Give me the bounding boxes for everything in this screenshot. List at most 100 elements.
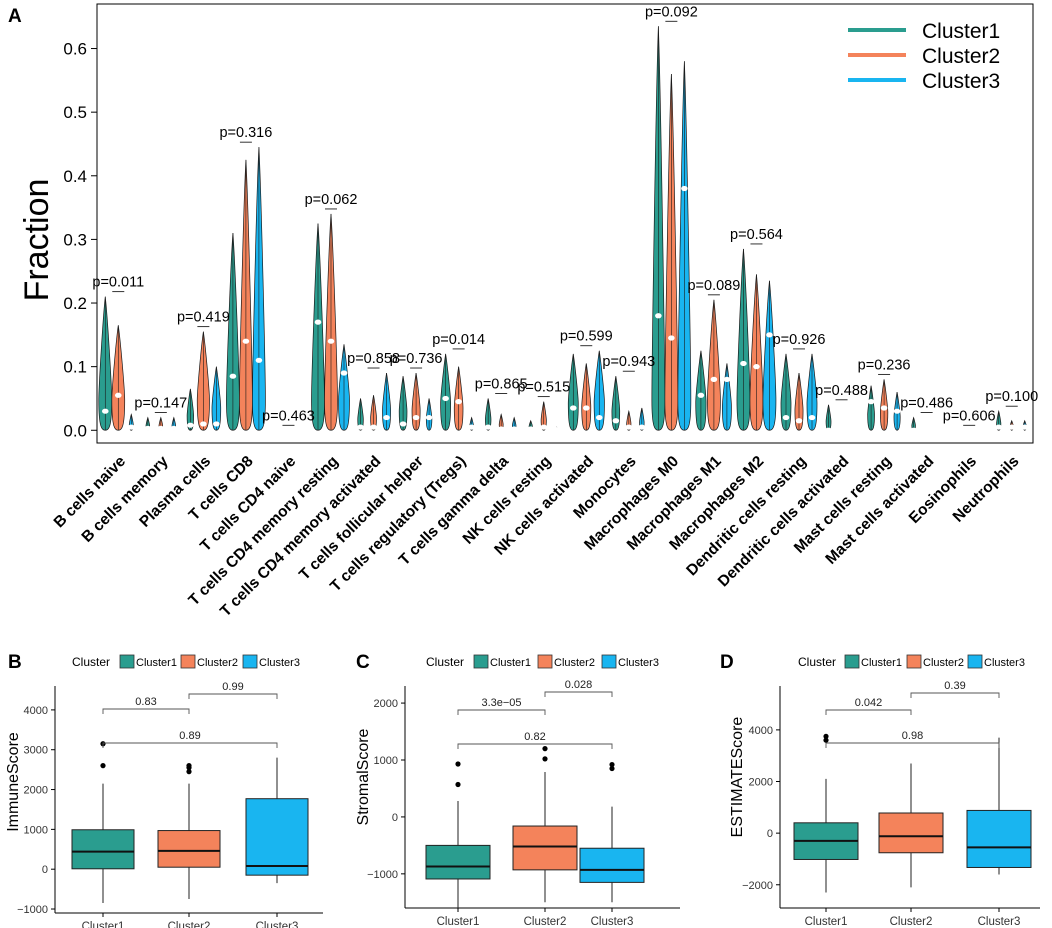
estimatescore-comparison-bracket-1-2 — [825, 709, 912, 715]
immunescore-y-tick-label: 2000 — [24, 785, 48, 797]
violin-pvalue-labels: p=0.011 p=0.147 p=0.419 p=0.316 p=0.463 p=0.0… — [92, 4, 1038, 426]
stromalscore-comparison-pvalue-2-3: 0.028 — [565, 679, 593, 691]
violin-legend: Cluster1 Cluster2 Cluster3 — [848, 20, 1000, 93]
violin-median-plasma-cells-cluster1 — [187, 422, 194, 428]
pvalue-macrophages-m1: p=0.089 — [687, 278, 740, 294]
estimatescore-x-tick-label-cluster2: Cluster2 — [890, 916, 933, 928]
estimatescore-y-tick-label: 0 — [767, 828, 773, 840]
immunescore-legend-title: Cluster — [72, 655, 110, 669]
violin-median-eosinophils-cluster2 — [965, 427, 973, 433]
estimatescore-x-tick-label-cluster1: Cluster1 — [805, 916, 848, 928]
violin-y-tick-label: 0.2 — [63, 294, 87, 313]
pvalue-dendritic-cells-resting: p=0.926 — [773, 332, 826, 348]
stromalscore-y-tick-label: 0 — [392, 812, 398, 824]
violin-median-b-cells-memory-cluster1 — [144, 425, 152, 431]
panel-label-d: D — [720, 652, 734, 673]
violin-median-mast-cells-activated-cluster1 — [910, 427, 917, 433]
violin-median-t-cells-cd4-naive-cluster2 — [285, 427, 292, 433]
stromalscore-box-cluster3 — [579, 847, 645, 883]
violin-median-t-cells-regulatory-tregs-cluster3 — [468, 424, 475, 430]
violin-median-macrophages-m0-cluster2 — [668, 335, 675, 341]
violin-median-macrophages-m2-cluster2 — [753, 364, 760, 370]
violin-median-mast-cells-activated-cluster3 — [936, 427, 943, 433]
legend-swatch-cluster1 — [844, 654, 860, 669]
violin-median-macrophages-m2-cluster1 — [740, 360, 747, 367]
violin-median-neutrophils-cluster2 — [1008, 424, 1016, 430]
violin-median-t-cells-cd4-memory-resting-cluster2 — [327, 338, 335, 344]
estimatescore-boxplot: ESTIMATEScore Cluster Cluster1 Cluster2 … — [729, 654, 1040, 928]
violin-median-nk-cells-activated-cluster3 — [595, 414, 603, 421]
estimatescore-legend-title: Cluster — [798, 655, 836, 669]
violin-median-nk-cells-resting-cluster1 — [527, 426, 535, 432]
estimatescore-comparison-pvalue-1-2: 0.042 — [855, 697, 883, 709]
legend-label-cluster3: Cluster3 — [618, 657, 659, 669]
stromalscore-box-cluster1 — [425, 844, 491, 880]
stromalscore-comparison-pvalue-1-3: 0.82 — [524, 731, 545, 743]
violin-median-t-cells-cd8-cluster2 — [242, 338, 250, 344]
stromalscore-y-tick-label: 1000 — [374, 755, 398, 767]
stromalscore-x-tick-label-cluster2: Cluster2 — [524, 916, 567, 928]
violin-y-axis-title: Fraction — [18, 179, 56, 302]
estimatescore-box-cluster2 — [878, 812, 944, 854]
violin-median-plasma-cells-cluster3 — [213, 421, 220, 427]
immunescore-y-tick-label: 0 — [42, 864, 48, 876]
violin-y-tick-label: 0.4 — [63, 167, 87, 186]
violin-y-ticks: 0.0 0.1 0.2 0.3 0.4 0.5 0.6 — [63, 40, 97, 440]
violin-median-nk-cells-activated-cluster1 — [569, 405, 577, 411]
pvalue-nk-cells-activated: p=0.599 — [560, 329, 613, 345]
violin-median-t-cells-cd4-memory-activated-cluster1 — [357, 424, 364, 430]
violin-median-t-cells-follicular-helper-cluster2 — [412, 414, 420, 421]
legend-swatch-cluster2 — [537, 654, 553, 669]
violin-median-macrophages-m0-cluster1 — [655, 313, 662, 319]
estimatescore-comparison-bracket-1-3 — [825, 742, 1000, 748]
violin-median-t-cells-cd4-naive-cluster1 — [272, 427, 279, 433]
immunescore-boxplot: ImmuneScore Cluster Cluster1 Cluster2 Cl… — [5, 654, 323, 928]
legend-swatch-cluster2 — [906, 654, 922, 669]
violin-median-nk-cells-resting-cluster2 — [540, 424, 548, 430]
violin-median-macrophages-m1-cluster3 — [723, 376, 731, 382]
legend-label-cluster1: Cluster1 — [861, 657, 902, 669]
violin-median-mast-cells-activated-cluster2 — [923, 427, 930, 433]
violin-median-b-cells-naive-cluster2 — [114, 392, 122, 398]
violin-median-t-cells-cd4-memory-resting-cluster3 — [340, 370, 348, 376]
estimatescore-comparison-bracket-2-3 — [910, 692, 1000, 698]
violin-y-tick-label: 0.1 — [63, 358, 87, 377]
violin-median-nk-cells-resting-cluster3 — [553, 427, 561, 433]
immunescore-comparison-pvalue-1-3: 0.89 — [179, 730, 200, 742]
panel-label-b: B — [8, 652, 22, 673]
legend-label-cluster3: Cluster3 — [984, 657, 1025, 669]
immunescore-comparison-bracket-1-2 — [102, 708, 190, 714]
immunescore-y-tick-label: −1000 — [17, 904, 48, 916]
violin-median-t-cells-regulatory-tregs-cluster1 — [442, 395, 449, 402]
pvalue-dendritic-cells-activated: p=0.488 — [815, 383, 868, 399]
legend-label-cluster2: Cluster2 — [554, 657, 595, 669]
violin-median-t-cells-cd8-cluster3 — [255, 357, 263, 363]
stromalscore-boxplot: StromalScore Cluster Cluster1 Cluster2 C… — [355, 654, 680, 928]
pvalue-b-cells-memory: p=0.147 — [134, 396, 187, 412]
violin-median-monocytes-cluster2 — [625, 424, 633, 430]
stromalscore-box-cluster2 — [512, 825, 578, 871]
stromalscore-comparison-bracket-2-3 — [544, 691, 613, 697]
legend-label-cluster1: Cluster1 — [136, 657, 177, 669]
immunescore-x-tick-label-cluster3: Cluster3 — [256, 921, 299, 928]
legend-label-cluster2: Cluster2 — [923, 657, 964, 669]
legend-label-cluster3: Cluster3 — [259, 657, 300, 669]
pvalue-t-cells-cd4-memory-resting: p=0.062 — [305, 192, 358, 208]
immunescore-y-tick-label: 1000 — [24, 824, 48, 836]
violin-median-plasma-cells-cluster2 — [200, 421, 207, 427]
pvalue-mast-cells-activated: p=0.486 — [900, 396, 953, 412]
violin-median-t-cells-cd4-memory-activated-cluster3 — [383, 414, 390, 421]
stromalscore-outlier-cluster1 — [455, 761, 461, 767]
legend-label-cluster1: Cluster1 — [922, 20, 1000, 43]
violin-median-t-cells-follicular-helper-cluster3 — [425, 414, 433, 421]
pvalue-macrophages-m0: p=0.092 — [645, 4, 698, 20]
immunescore-comparison-pvalue-2-3: 0.99 — [222, 681, 243, 693]
pvalue-plasma-cells: p=0.419 — [177, 310, 230, 326]
violin-y-tick-label: 0.0 — [63, 421, 87, 440]
violin-median-eosinophils-cluster3 — [978, 427, 986, 433]
violin-median-dendritic-cells-resting-cluster3 — [808, 414, 816, 421]
pvalue-mast-cells-resting: p=0.236 — [858, 357, 911, 373]
violin-median-neutrophils-cluster3 — [1021, 424, 1029, 430]
estimatescore-outlier-cluster1 — [823, 737, 829, 743]
stromalscore-y-axis-title: StromalScore — [355, 728, 372, 825]
